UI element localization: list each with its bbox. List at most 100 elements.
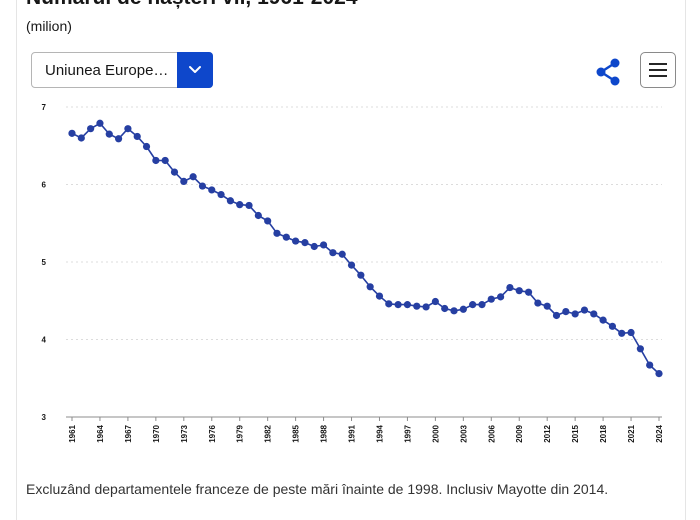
data-point[interactable] — [441, 304, 449, 313]
y-tick-label: 7 — [42, 103, 47, 112]
series-line — [71, 122, 660, 375]
data-point[interactable] — [96, 119, 104, 127]
data-point[interactable] — [236, 201, 244, 209]
data-point[interactable] — [618, 329, 626, 337]
data-point[interactable] — [152, 156, 160, 165]
data-point[interactable] — [431, 297, 439, 306]
x-tick-label: 2003 — [459, 424, 468, 442]
data-point[interactable] — [608, 322, 617, 330]
data-point[interactable] — [254, 211, 262, 220]
data-point[interactable] — [459, 305, 467, 313]
x-tick-label: 2024 — [655, 424, 664, 442]
data-point[interactable] — [385, 300, 393, 308]
data-point[interactable] — [599, 316, 607, 324]
x-tick-label: 1964 — [96, 424, 105, 442]
data-point[interactable] — [124, 125, 132, 133]
data-point[interactable] — [487, 295, 495, 303]
data-point[interactable] — [636, 345, 644, 353]
chart-footnote: Excluzând departamentele franceze de pes… — [26, 481, 609, 497]
x-tick-label: 2012 — [543, 424, 552, 442]
data-point[interactable] — [524, 288, 533, 296]
share-icon — [596, 58, 620, 86]
data-point[interactable] — [142, 142, 151, 151]
data-point[interactable] — [347, 261, 356, 269]
data-point[interactable] — [68, 129, 76, 137]
data-point[interactable] — [170, 168, 179, 176]
data-point[interactable] — [329, 249, 337, 257]
data-point[interactable] — [292, 237, 300, 245]
data-point[interactable] — [319, 241, 328, 249]
data-point[interactable] — [217, 190, 225, 199]
y-axis-ticks: 3 4 5 6 7 — [42, 103, 47, 422]
x-tick-label: 1973 — [180, 424, 189, 442]
data-point[interactable] — [282, 233, 290, 241]
data-point[interactable] — [552, 311, 561, 320]
dropdown-toggle-button[interactable] — [177, 52, 213, 88]
data-point[interactable] — [450, 307, 458, 315]
data-point[interactable] — [422, 303, 430, 311]
x-tick-label: 2021 — [627, 424, 636, 442]
x-tick-label: 1988 — [320, 424, 329, 442]
x-tick-label: 1970 — [152, 424, 161, 442]
chart-card — [16, 0, 686, 520]
data-point[interactable] — [646, 361, 654, 369]
data-point[interactable] — [515, 287, 523, 295]
data-points — [68, 119, 663, 378]
chart-title: Numărul de nașteri vii, 1961-2024 — [26, 0, 358, 10]
x-tick-label: 2018 — [599, 424, 608, 442]
data-point[interactable] — [133, 132, 141, 141]
chevron-down-icon — [189, 66, 201, 73]
data-point[interactable] — [198, 182, 207, 190]
data-point[interactable] — [208, 186, 216, 194]
data-point[interactable] — [506, 283, 514, 292]
data-point[interactable] — [590, 310, 598, 318]
data-point[interactable] — [543, 302, 551, 310]
data-point[interactable] — [189, 173, 197, 181]
data-point[interactable] — [469, 301, 477, 309]
y-tick-label: 6 — [42, 181, 47, 190]
data-point[interactable] — [226, 197, 234, 205]
data-point[interactable] — [77, 134, 85, 142]
data-point[interactable] — [413, 302, 421, 310]
data-point[interactable] — [562, 308, 570, 316]
data-point[interactable] — [571, 310, 579, 318]
data-point[interactable] — [87, 125, 95, 133]
y-tick-label: 4 — [42, 336, 47, 345]
data-point[interactable] — [478, 301, 486, 309]
data-point[interactable] — [114, 135, 123, 143]
data-point[interactable] — [394, 301, 402, 309]
data-point[interactable] — [655, 370, 663, 378]
share-button[interactable] — [594, 58, 622, 86]
hamburger-menu-icon — [649, 75, 667, 77]
x-tick-label: 2009 — [515, 424, 524, 442]
data-point[interactable] — [534, 299, 542, 307]
x-tick-label: 1967 — [124, 424, 133, 442]
data-point[interactable] — [403, 301, 412, 309]
data-point[interactable] — [301, 239, 309, 247]
x-axis-ticks: 1961 1964 1967 1970 1973 1976 1979 1982 1985 1988… — [68, 417, 664, 443]
data-point[interactable] — [105, 130, 113, 138]
x-tick-label: 1991 — [348, 424, 357, 442]
region-dropdown[interactable]: Uniunea Europe… — [31, 52, 213, 88]
data-point[interactable] — [264, 217, 272, 225]
menu-button[interactable] — [640, 52, 676, 88]
x-tick-label: 1982 — [264, 424, 273, 442]
data-point[interactable] — [180, 177, 188, 185]
data-point[interactable] — [497, 293, 505, 301]
data-point[interactable] — [310, 242, 318, 251]
data-point[interactable] — [366, 283, 374, 291]
x-tick-label: 1985 — [292, 424, 301, 442]
data-point[interactable] — [338, 250, 346, 258]
data-point[interactable] — [627, 328, 635, 337]
data-point[interactable] — [245, 201, 253, 210]
data-point[interactable] — [161, 156, 169, 165]
y-tick-label: 3 — [42, 413, 47, 422]
y-tick-label: 5 — [42, 258, 47, 267]
hamburger-menu-icon — [649, 69, 667, 71]
data-point[interactable] — [273, 229, 281, 237]
data-point[interactable] — [375, 292, 384, 300]
x-tick-label: 1979 — [236, 424, 245, 442]
x-tick-label: 1997 — [403, 424, 412, 442]
data-point[interactable] — [580, 306, 589, 314]
data-point[interactable] — [357, 271, 365, 279]
